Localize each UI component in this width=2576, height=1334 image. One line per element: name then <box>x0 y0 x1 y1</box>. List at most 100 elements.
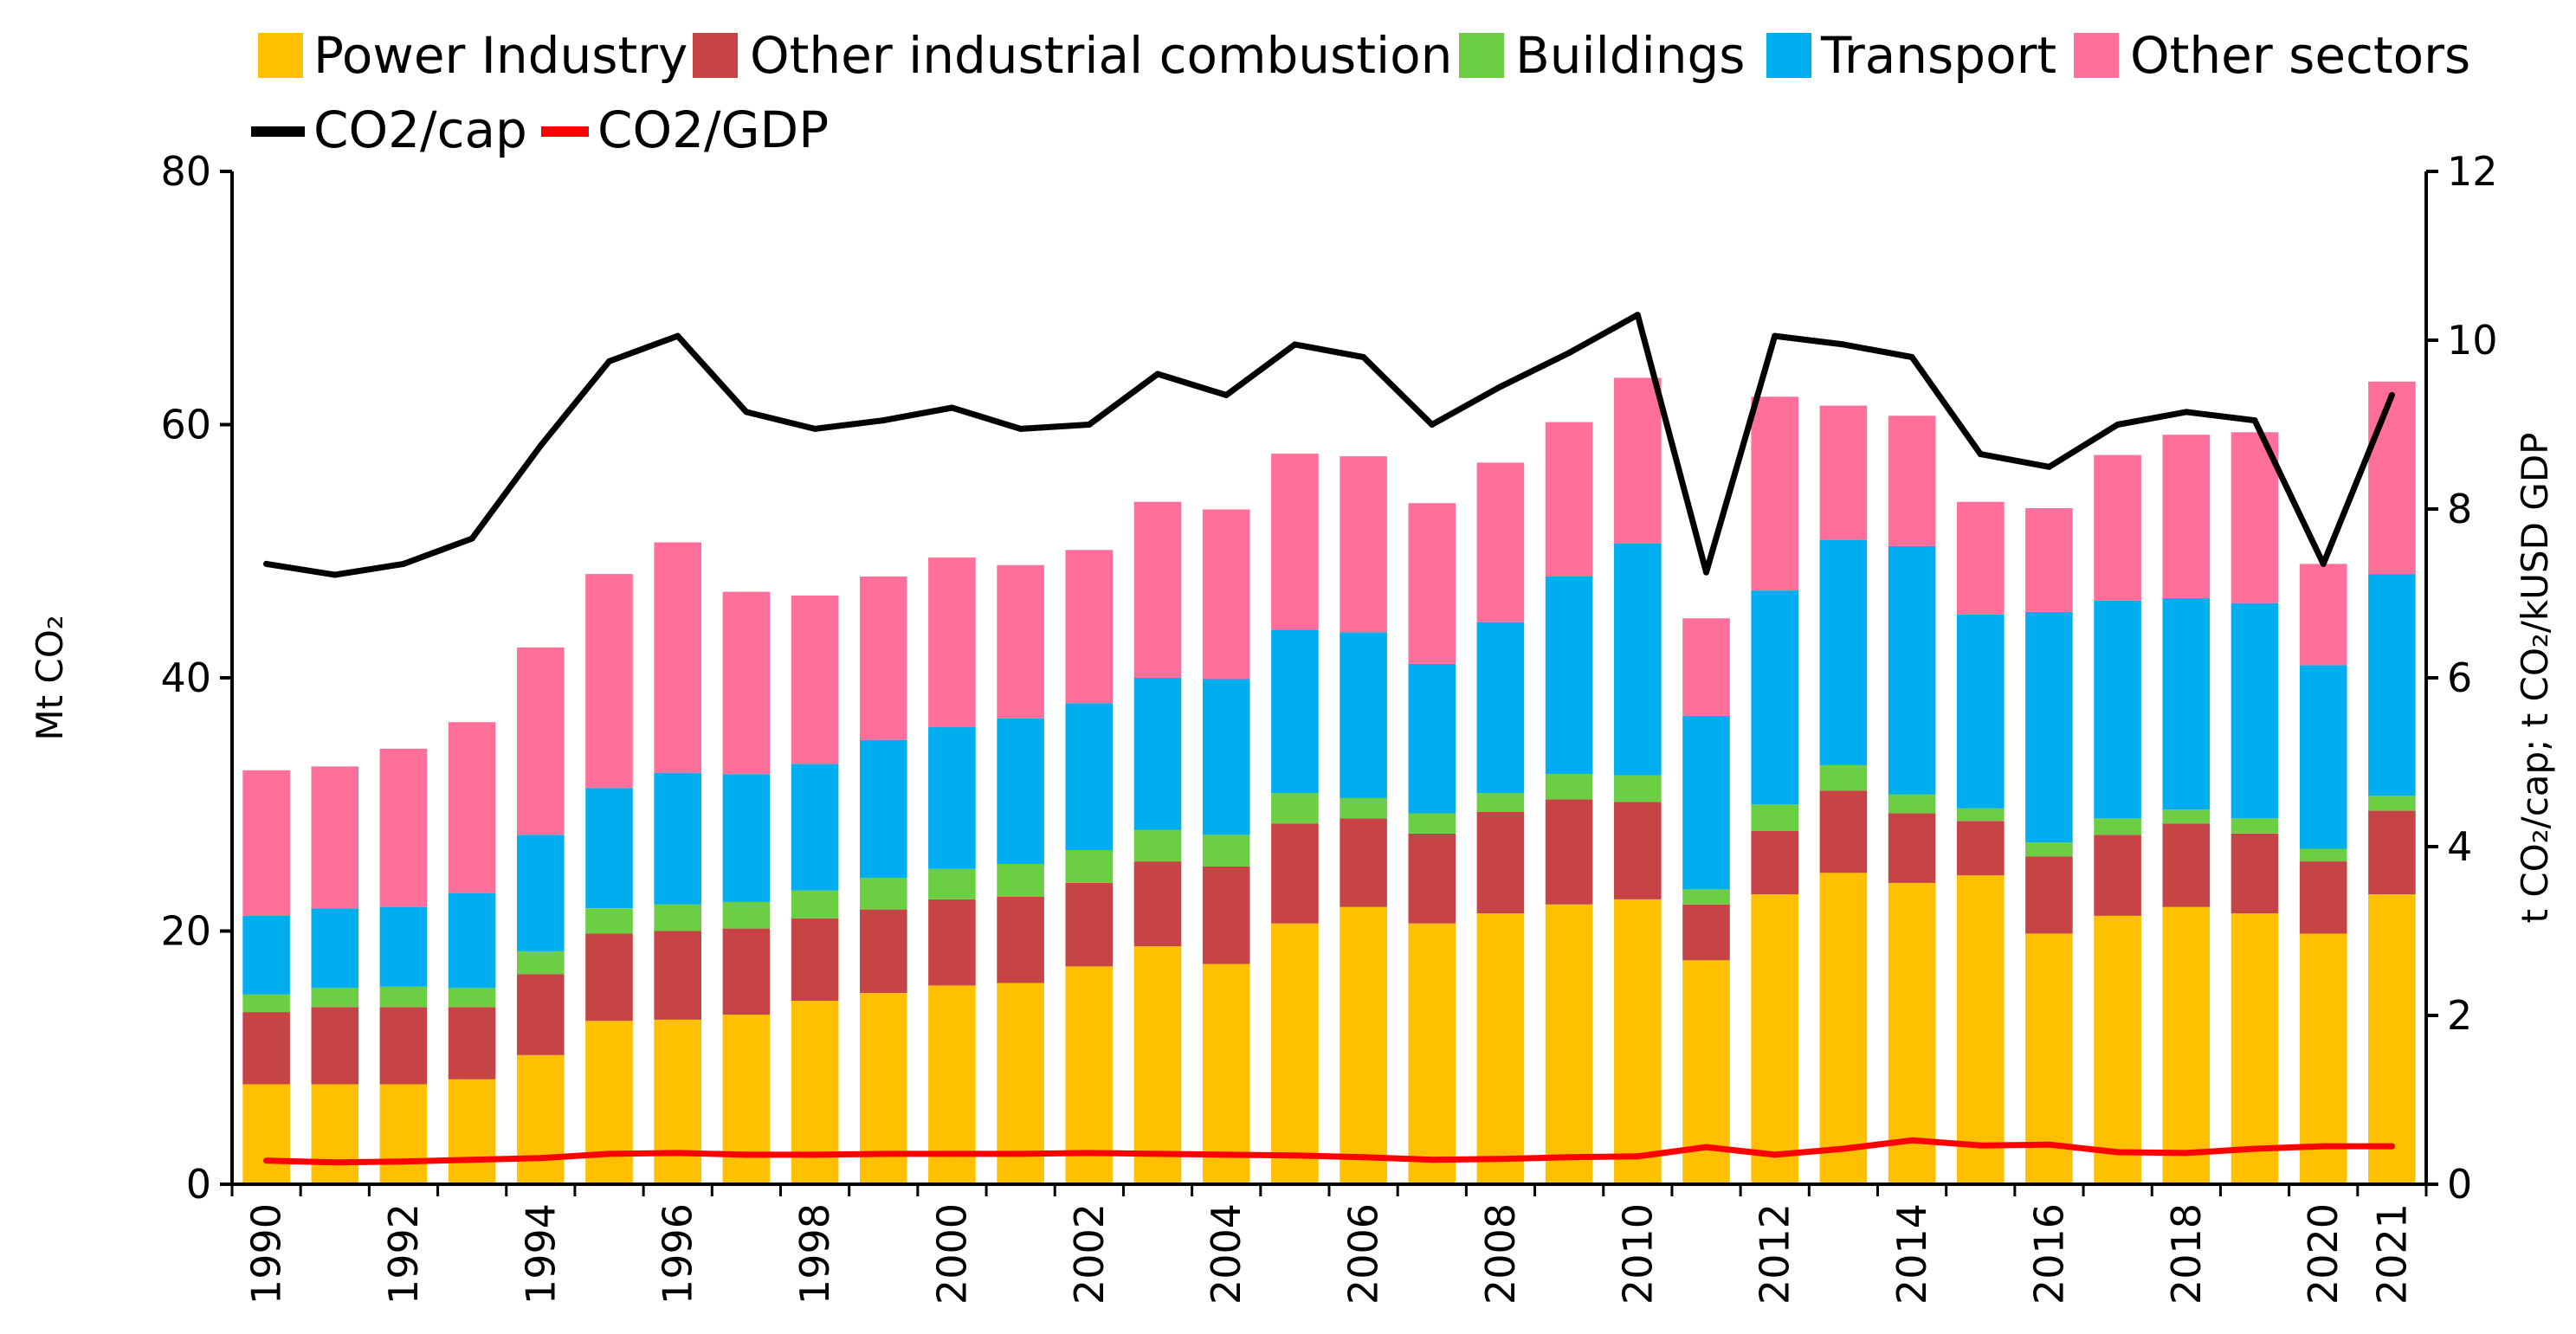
y2-tick-label-8: 8 <box>2447 486 2472 532</box>
bar-transport-2012 <box>1751 590 1798 805</box>
bar-other-sectors-2007 <box>1408 503 1456 664</box>
point-co2-gdp-1992 <box>400 1158 407 1165</box>
point-co2-cap-2017 <box>2114 422 2121 428</box>
bar-other-industrial-combustion-2019 <box>2231 833 2279 913</box>
legend-label-power-industry: Power Industry <box>313 26 688 85</box>
point-co2-gdp-2015 <box>1977 1142 1984 1149</box>
bar-other-sectors-2020 <box>2299 564 2347 666</box>
bar-other-sectors-2021 <box>2368 381 2416 575</box>
point-co2-cap-2018 <box>2183 409 2190 416</box>
point-co2-cap-1990 <box>263 560 270 567</box>
bar-buildings-2012 <box>1751 804 1798 831</box>
bar-transport-1997 <box>722 774 771 902</box>
bar-transport-1995 <box>585 788 633 909</box>
point-co2-cap-1998 <box>811 425 818 432</box>
bar-other-industrial-combustion-1997 <box>722 928 771 1015</box>
bar-transport-1990 <box>242 916 290 995</box>
y2-tick-label-4: 4 <box>2447 823 2472 870</box>
bar-power-industry-2006 <box>1340 906 1387 1184</box>
bar-other-industrial-combustion-1994 <box>517 974 565 1055</box>
legend: Power Industry Other industrial combustio… <box>251 26 2470 159</box>
bar-other-industrial-combustion-2014 <box>1888 813 1936 883</box>
point-co2-gdp-2012 <box>1772 1151 1779 1158</box>
bar-transport-2015 <box>1957 614 2005 809</box>
bar-buildings-2010 <box>1614 775 1662 802</box>
point-co2-gdp-1993 <box>468 1157 475 1163</box>
x-tick-label-1996: 1996 <box>655 1203 701 1305</box>
x-tick-label-2018: 2018 <box>2163 1203 2210 1305</box>
bar-transport-1999 <box>860 739 907 879</box>
point-co2-cap-2019 <box>2251 417 2258 424</box>
legend-label-other-sectors: Other sectors <box>2130 26 2470 85</box>
bar-transport-2021 <box>2368 574 2416 796</box>
bar-buildings-2007 <box>1408 813 1456 834</box>
y2-axis-title: t CO₂/cap; t CO₂/kUSD GDP <box>2514 433 2556 924</box>
point-co2-cap-2010 <box>1634 312 1641 319</box>
point-co2-cap-2014 <box>1908 354 1915 360</box>
bar-other-industrial-combustion-1993 <box>448 1007 496 1079</box>
bar-buildings-2020 <box>2299 848 2347 861</box>
bar-other-industrial-combustion-2000 <box>928 899 976 986</box>
bar-buildings-2002 <box>1065 849 1114 883</box>
bar-other-industrial-combustion-2017 <box>2094 835 2141 916</box>
bar-buildings-1996 <box>654 904 701 931</box>
bar-buildings-1994 <box>517 951 565 975</box>
bar-other-sectors-1992 <box>379 748 428 907</box>
y-tick-label-20: 20 <box>160 908 211 955</box>
point-co2-cap-2021 <box>2388 391 2395 398</box>
point-co2-gdp-2002 <box>1086 1150 1093 1157</box>
point-co2-cap-2007 <box>1429 422 1436 428</box>
point-co2-gdp-2008 <box>1497 1156 1504 1163</box>
bar-transport-2004 <box>1202 679 1250 835</box>
bar-other-industrial-combustion-1992 <box>379 1007 428 1085</box>
bar-other-industrial-combustion-2010 <box>1614 802 1662 899</box>
bar-buildings-2005 <box>1271 793 1319 824</box>
point-co2-gdp-2011 <box>1703 1144 1709 1150</box>
bar-buildings-2000 <box>928 868 976 899</box>
point-co2-gdp-1991 <box>332 1159 339 1166</box>
bar-other-sectors-2015 <box>1957 501 2005 615</box>
point-co2-cap-2005 <box>1291 341 1298 348</box>
point-co2-gdp-2020 <box>2320 1143 2327 1150</box>
bar-power-industry-1996 <box>654 1019 701 1184</box>
point-co2-gdp-1996 <box>675 1150 681 1157</box>
x-tick-label-2012: 2012 <box>1752 1203 1798 1305</box>
bar-power-industry-2012 <box>1751 894 1798 1184</box>
point-co2-gdp-2000 <box>949 1150 955 1157</box>
bar-transport-2002 <box>1065 703 1114 850</box>
bar-buildings-2021 <box>2368 796 2416 811</box>
bar-transport-2010 <box>1614 544 1662 776</box>
bar-other-industrial-combustion-2008 <box>1476 812 1525 913</box>
bar-other-industrial-combustion-2002 <box>1065 882 1114 967</box>
point-co2-gdp-2013 <box>1840 1145 1847 1152</box>
bar-buildings-2015 <box>1957 808 2005 822</box>
bar-other-sectors-1997 <box>722 591 771 775</box>
bar-buildings-2017 <box>2094 818 2141 835</box>
point-co2-cap-1996 <box>675 332 681 339</box>
bar-other-sectors-2012 <box>1751 396 1798 591</box>
point-co2-cap-1995 <box>606 358 612 364</box>
bar-transport-2009 <box>1545 577 1593 775</box>
x-tick-label-1994: 1994 <box>517 1203 564 1305</box>
bar-other-sectors-1990 <box>242 770 290 916</box>
y-tick-label-0: 0 <box>186 1161 211 1208</box>
bar-power-industry-2015 <box>1957 875 2005 1184</box>
bar-other-sectors-2018 <box>2162 435 2211 598</box>
bar-transport-2006 <box>1340 632 1387 798</box>
bar-other-sectors-2005 <box>1271 454 1319 630</box>
bar-power-industry-1993 <box>448 1079 496 1184</box>
point-co2-cap-1993 <box>468 535 475 542</box>
x-tick-label-2002: 2002 <box>1066 1203 1113 1305</box>
bar-buildings-2013 <box>1819 764 1868 791</box>
bar-other-sectors-1996 <box>654 542 701 773</box>
point-co2-cap-1994 <box>537 442 544 449</box>
bar-transport-1991 <box>311 908 359 989</box>
bar-buildings-1990 <box>242 994 290 1013</box>
bar-buildings-1997 <box>722 901 771 929</box>
line-co2-gdp <box>263 1137 2395 1166</box>
bar-other-sectors-1991 <box>311 766 359 909</box>
bar-power-industry-2009 <box>1545 904 1593 1184</box>
bar-buildings-2014 <box>1888 794 1936 814</box>
bar-other-industrial-combustion-2020 <box>2299 861 2347 934</box>
bar-power-industry-2007 <box>1408 923 1456 1184</box>
